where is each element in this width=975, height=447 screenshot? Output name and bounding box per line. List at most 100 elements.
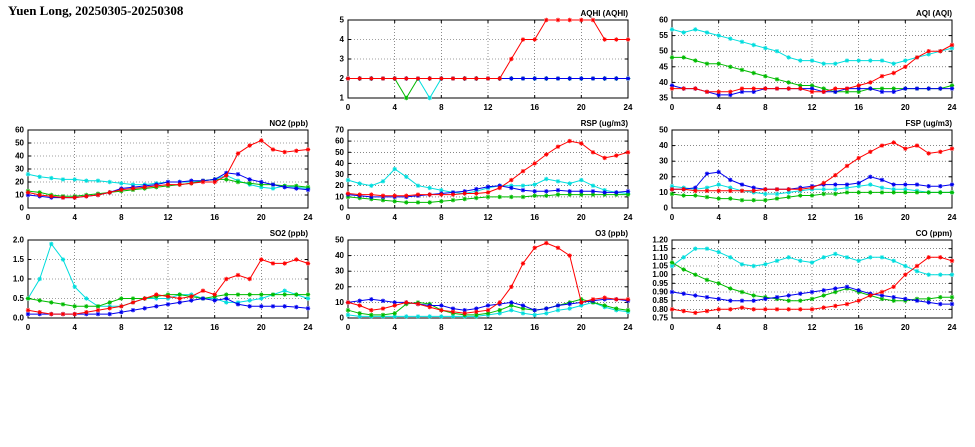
svg-text:50: 50	[335, 148, 344, 157]
svg-text:12: 12	[484, 323, 493, 332]
svg-text:45: 45	[659, 62, 668, 71]
svg-text:16: 16	[530, 103, 539, 112]
svg-text:8: 8	[439, 213, 444, 222]
svg-text:20: 20	[335, 181, 344, 190]
svg-text:20: 20	[257, 323, 266, 332]
svg-text:16: 16	[854, 103, 863, 112]
svg-text:8: 8	[439, 103, 444, 112]
svg-text:4: 4	[716, 213, 721, 222]
svg-text:0: 0	[670, 103, 675, 112]
svg-text:24: 24	[948, 323, 957, 332]
svg-text:CO (ppm): CO (ppm)	[916, 229, 953, 238]
svg-text:8: 8	[763, 213, 768, 222]
chart-fsp: 0 4 8 12 16 20 24 0 10 20 30 40 50 FSP (ug/m3)	[638, 116, 958, 224]
svg-text:0: 0	[340, 204, 345, 213]
svg-text:16: 16	[854, 213, 863, 222]
svg-text:50: 50	[659, 126, 668, 135]
svg-text:0.95: 0.95	[652, 279, 668, 288]
svg-text:16: 16	[530, 323, 539, 332]
rsp-plot: 0 4 8 12 16 20 24 0 10 20 30 40 50 60 70 RSP (ug/m3)	[335, 119, 633, 222]
svg-text:40: 40	[659, 141, 668, 150]
svg-text:AQHI (AQHI): AQHI (AQHI)	[580, 9, 628, 18]
svg-text:12: 12	[484, 103, 493, 112]
svg-text:RSP (ug/m3): RSP (ug/m3)	[581, 119, 629, 128]
svg-text:24: 24	[624, 103, 633, 112]
svg-text:40: 40	[659, 78, 668, 87]
svg-text:60: 60	[659, 16, 668, 25]
svg-text:1.5: 1.5	[13, 255, 25, 264]
svg-text:0.85: 0.85	[652, 296, 668, 305]
svg-text:35: 35	[659, 94, 668, 103]
svg-text:3: 3	[340, 55, 345, 64]
svg-text:16: 16	[210, 323, 219, 332]
svg-text:NO2 (ppb): NO2 (ppb)	[269, 119, 308, 128]
svg-text:8: 8	[763, 323, 768, 332]
svg-text:0.0: 0.0	[13, 314, 25, 323]
svg-text:4: 4	[392, 323, 397, 332]
svg-text:60: 60	[15, 126, 24, 135]
svg-text:2: 2	[340, 74, 345, 83]
svg-text:4: 4	[716, 103, 721, 112]
svg-text:2.0: 2.0	[13, 236, 25, 245]
svg-text:0.5: 0.5	[13, 294, 25, 303]
svg-text:10: 10	[15, 191, 24, 200]
svg-text:0: 0	[26, 323, 31, 332]
svg-text:10: 10	[335, 192, 344, 201]
svg-text:20: 20	[901, 103, 910, 112]
svg-text:30: 30	[335, 170, 344, 179]
svg-text:40: 40	[335, 159, 344, 168]
svg-text:4: 4	[340, 35, 345, 44]
svg-text:8: 8	[439, 323, 444, 332]
svg-text:1.00: 1.00	[652, 270, 668, 279]
svg-text:16: 16	[854, 323, 863, 332]
chart-o3: 0 4 8 12 16 20 24 0 10 20 30 40 50 O3 (ppb)	[314, 226, 634, 334]
svg-text:20: 20	[577, 103, 586, 112]
svg-text:1.10: 1.10	[652, 253, 668, 262]
svg-text:4: 4	[392, 213, 397, 222]
svg-text:0.75: 0.75	[652, 314, 668, 323]
svg-text:24: 24	[624, 323, 633, 332]
svg-text:5: 5	[340, 16, 345, 25]
svg-text:24: 24	[304, 213, 313, 222]
svg-text:O3 (ppb): O3 (ppb)	[595, 229, 628, 238]
aqi-plot: 0 4 8 12 16 20 24 35 40 45 50 55 60 AQI (AQI)	[659, 9, 957, 112]
svg-text:0.90: 0.90	[652, 288, 668, 297]
svg-text:0: 0	[664, 204, 669, 213]
svg-text:8: 8	[763, 103, 768, 112]
svg-text:60: 60	[335, 137, 344, 146]
svg-text:12: 12	[484, 213, 493, 222]
svg-text:10: 10	[659, 188, 668, 197]
svg-text:0: 0	[26, 213, 31, 222]
svg-text:20: 20	[257, 213, 266, 222]
svg-text:0: 0	[670, 213, 675, 222]
svg-text:12: 12	[164, 213, 173, 222]
svg-text:50: 50	[659, 47, 668, 56]
chart-co: 0 4 8 12 16 20 24 0.75 0.80 0.85 0.90 0.95 1.00 1.05 1…	[638, 226, 958, 334]
svg-text:AQI (AQI): AQI (AQI)	[916, 9, 952, 18]
svg-text:16: 16	[530, 213, 539, 222]
svg-text:20: 20	[901, 323, 910, 332]
svg-text:4: 4	[716, 323, 721, 332]
svg-text:20: 20	[577, 323, 586, 332]
svg-text:40: 40	[15, 152, 24, 161]
svg-text:8: 8	[119, 323, 124, 332]
svg-text:10: 10	[335, 298, 344, 307]
svg-text:4: 4	[72, 323, 77, 332]
fsp-plot: 0 4 8 12 16 20 24 0 10 20 30 40 50 FSP (ug/m3)	[659, 119, 957, 222]
so2-plot: 0 4 8 12 16 20 24 0.0 0.5 1.0 1.5 2.0 SO2 (ppb)	[13, 229, 313, 332]
svg-text:20: 20	[15, 178, 24, 187]
svg-text:30: 30	[15, 165, 24, 174]
page-title: Yuen Long, 20250305-20250308	[8, 3, 184, 18]
svg-text:0: 0	[340, 314, 345, 323]
co-plot: 0 4 8 12 16 20 240.750.800.850.900.951.001.051…	[652, 229, 957, 332]
svg-text:8: 8	[119, 213, 124, 222]
svg-text:30: 30	[335, 267, 344, 276]
svg-text:1.15: 1.15	[652, 244, 668, 253]
svg-text:0.80: 0.80	[652, 305, 668, 314]
svg-text:1.20: 1.20	[652, 236, 668, 245]
svg-text:SO2 (ppb): SO2 (ppb)	[270, 229, 309, 238]
svg-text:0: 0	[346, 103, 351, 112]
svg-text:12: 12	[808, 213, 817, 222]
